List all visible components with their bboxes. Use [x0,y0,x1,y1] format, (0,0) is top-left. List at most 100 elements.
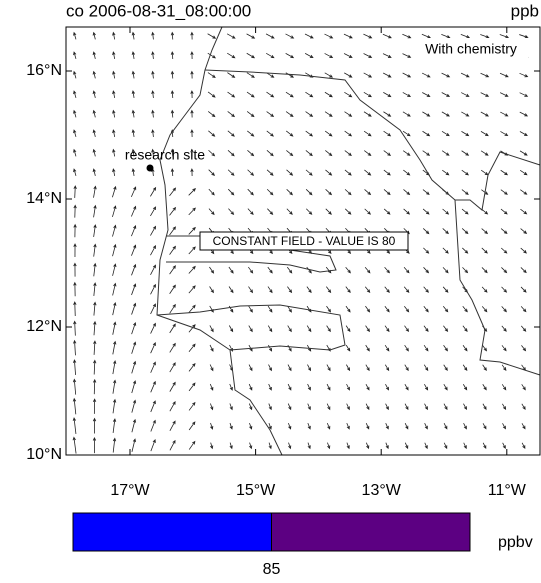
wind-arrow [247,188,254,196]
wind-arrow [268,422,272,430]
wind-arrow [421,33,431,39]
wind-arrow [112,90,116,99]
wind-arrow [131,360,137,374]
wind-arrow [385,442,389,450]
wind-arrow [188,304,196,313]
wind-arrow [73,90,77,98]
wind-arrow [383,189,391,196]
wind-arrow [403,286,410,293]
wind-arrow [131,90,135,99]
wind-arrow [500,169,509,176]
constant-field-box [199,231,409,251]
wind-arrow [150,283,156,295]
wind-arrow [343,33,353,39]
wind-arrow [305,91,314,98]
wind-arrow [188,207,196,216]
wind-arrow [363,111,372,117]
wind-arrow [480,92,490,97]
wind-arrow [188,362,196,372]
wind-arrow [112,282,117,296]
wind-arrow [228,305,234,313]
wind-arrow [502,403,507,411]
wind-arrow [305,111,314,117]
wind-arrow [500,111,509,117]
wind-arrow [480,111,489,117]
wind-arrow [442,228,449,235]
constant-field-label: CONSTANT FIELD - VALUE IS 80 [213,234,396,248]
wind-arrow [364,266,371,274]
wind-arrow [383,169,391,176]
wind-arrow [170,148,175,157]
wind-arrow [382,33,392,39]
wind-arrow [288,422,292,430]
wind-arrow [190,129,194,138]
wind-arrow [521,345,527,352]
wind-arrow [267,266,273,274]
wind-arrow [383,208,391,215]
wind-arrow [151,31,155,40]
wind-arrow [169,362,176,373]
colorbar-box [271,512,471,552]
wind-arrow [93,282,97,296]
wind-arrow [246,33,256,39]
wind-arrow [169,284,176,294]
wind-arrow [383,150,392,156]
wind-arrow [422,130,431,137]
wind-arrow [345,266,351,274]
wind-arrow [383,130,392,137]
wind-arrow [150,400,156,413]
wind-arrow [150,303,156,315]
wind-arrow [501,364,507,371]
wind-arrow [404,325,410,333]
wind-arrow [131,302,137,315]
wind-arrow [72,417,77,434]
wind-arrow [382,72,392,78]
colorbar: 85 [72,512,471,578]
wind-arrow [190,168,194,177]
wind-arrow [500,228,508,235]
wind-arrow [112,301,117,316]
wind-arrow [501,286,508,293]
wind-arrow [131,438,137,452]
wind-arrow [112,340,117,355]
wind-arrow [304,33,314,39]
wind-arrow [112,185,117,198]
wind-arrow [365,364,370,372]
wind-arrow [521,403,526,410]
wind-arrow [346,383,350,391]
wind-arrow [383,111,392,117]
wind-arrow [209,344,214,352]
wind-arrow [482,345,488,352]
site-marker [146,164,154,172]
wind-arrow [499,92,509,97]
wind-arrow [150,264,156,275]
wind-arrow [248,383,253,391]
wind-arrow [462,325,468,332]
wind-arrow [288,442,292,450]
wind-arrow [460,72,470,78]
wind-arrow [423,267,430,274]
wind-arrow [92,31,96,40]
wind-arrow [73,204,77,218]
wind-arrow [442,247,449,254]
wind-arrow [150,225,157,236]
wind-arrow [229,442,233,450]
wind-arrow [131,380,137,394]
units: ppb [511,1,539,20]
wind-arrow [229,422,233,430]
wind-arrow [169,323,176,334]
wind-arrow [92,417,97,434]
wind-arrow [519,150,528,156]
wind-arrow [463,423,467,430]
wind-arrow [442,169,450,176]
wind-arrow [150,439,156,452]
wind-arrow [72,397,77,415]
wind-arrow [169,439,176,451]
wind-arrow [480,72,490,78]
wind-arrow [188,343,196,353]
wind-arrow [402,33,412,39]
wind-arrow [170,70,175,79]
wind-arrow [190,148,194,157]
title: co 2006-08-31_08:00:00 [66,1,251,20]
wind-arrow [227,169,235,176]
